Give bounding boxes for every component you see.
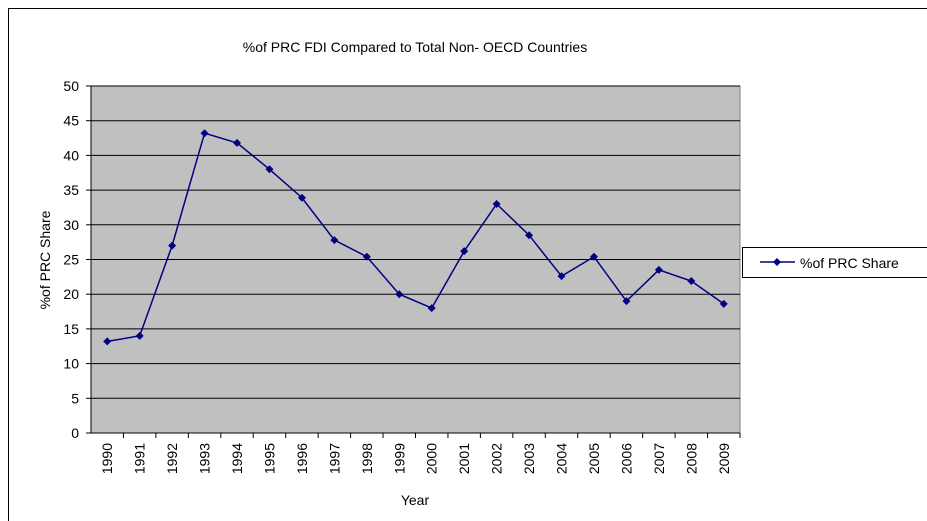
x-tick-label: 2002: [489, 443, 505, 474]
x-tick-label: 1993: [197, 443, 213, 474]
x-tick-label: 2008: [683, 443, 699, 474]
x-tick-label: 1992: [164, 443, 180, 474]
series-line: [107, 132, 725, 343]
point: [362, 252, 371, 261]
point: [622, 297, 631, 306]
y-axis-label: %of PRC Share: [37, 210, 53, 309]
x-tick-label: 2006: [618, 443, 634, 474]
x-tick-label: 2007: [651, 443, 667, 474]
point: [297, 193, 306, 202]
x-tick-label: 1991: [132, 443, 148, 474]
point: [168, 241, 177, 250]
point: [719, 299, 728, 308]
y-tick-label: 15: [63, 321, 79, 337]
x-axis-label: Year: [401, 492, 430, 508]
legend-label: %of PRC Share: [800, 255, 899, 271]
x-tick-label: 2003: [521, 443, 537, 474]
x-tick-label: 1998: [359, 443, 375, 474]
point: [233, 138, 242, 147]
point: [330, 236, 339, 245]
x-tick-label: 1994: [229, 443, 245, 474]
x-tick-label: 2009: [716, 443, 732, 474]
y-tick-label: 5: [71, 390, 79, 406]
y-tick-label: 10: [63, 356, 79, 372]
chart-title: %of PRC FDI Compared to Total Non- OECD …: [243, 39, 587, 55]
x-tick-label: 1990: [99, 443, 115, 474]
point: [460, 247, 469, 256]
point: [687, 277, 696, 286]
point: [135, 331, 144, 340]
y-tick-label: 30: [63, 217, 79, 233]
point: [265, 165, 274, 174]
y-tick-label: 45: [63, 113, 79, 129]
x-tick-label: 2004: [554, 443, 570, 474]
point: [103, 337, 112, 346]
x-tick-label: 2001: [456, 443, 472, 474]
y-tick-label: 25: [63, 252, 79, 268]
point: [525, 231, 534, 240]
point: [200, 129, 209, 138]
y-tick-label: 0: [71, 425, 79, 441]
x-tick-label: 2000: [424, 443, 440, 474]
point: [395, 290, 404, 299]
x-tick-label: 2005: [586, 443, 602, 474]
point: [557, 272, 566, 281]
y-tick-label: 35: [63, 182, 79, 198]
point: [427, 304, 436, 313]
point: [492, 199, 501, 208]
y-tick-label: 20: [63, 286, 79, 302]
point: [589, 252, 598, 261]
legend-marker: [773, 258, 781, 266]
y-tick-label: 50: [63, 78, 79, 94]
x-tick-label: 1995: [261, 443, 277, 474]
x-tick-label: 1997: [326, 443, 342, 474]
x-tick-label: 1999: [391, 443, 407, 474]
x-tick-label: 1996: [294, 443, 310, 474]
point: [654, 265, 663, 274]
y-tick-label: 40: [63, 147, 79, 163]
